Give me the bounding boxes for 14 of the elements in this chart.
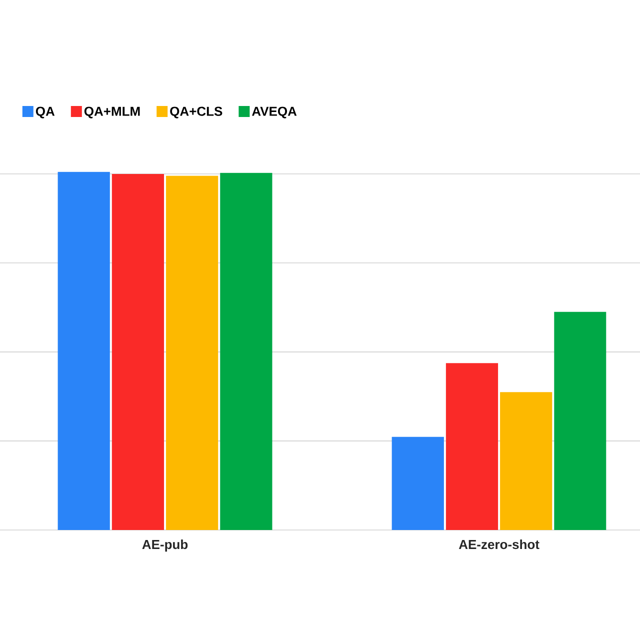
bar bbox=[166, 176, 218, 530]
bar bbox=[112, 174, 164, 530]
x-tick-label: AE-pub bbox=[142, 540, 188, 552]
bar bbox=[500, 392, 552, 530]
bar bbox=[446, 363, 498, 530]
bar bbox=[392, 436, 444, 530]
x-tick-label: AE-zero-shot bbox=[458, 540, 540, 550]
legend-label: QA bbox=[36, 106, 55, 118]
bar bbox=[220, 172, 272, 530]
bar bbox=[554, 312, 606, 530]
legend-label: QA+CLS bbox=[170, 106, 222, 118]
legend-label: QA+MLM bbox=[84, 106, 140, 118]
bar bbox=[58, 172, 110, 530]
legend-label: AVEQA bbox=[252, 106, 297, 118]
